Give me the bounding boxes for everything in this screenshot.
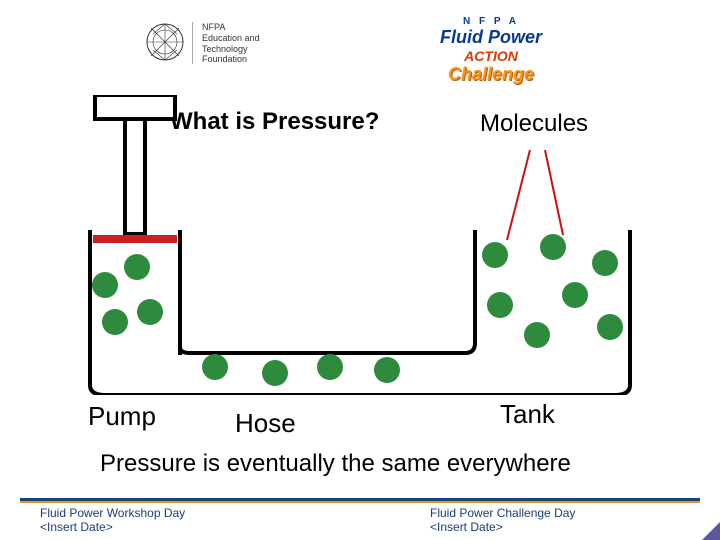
label-pump: Pump: [88, 401, 156, 432]
footer: Fluid Power Workshop Day <Insert Date> F…: [0, 498, 720, 540]
fp-logo-line: N F P A: [440, 16, 542, 27]
diagram-svg: [75, 95, 635, 395]
nfpa-line: Education and: [202, 33, 260, 44]
footer-right-l1: Fluid Power Challenge Day: [430, 506, 575, 520]
footer-right-l2: <Insert Date>: [430, 520, 575, 534]
nfpa-text: NFPA Education and Technology Foundation: [202, 22, 260, 65]
footer-left-l2: <Insert Date>: [40, 520, 185, 534]
nfpa-line: NFPA: [202, 22, 260, 33]
footer-rule-gold: [20, 501, 700, 503]
nfpa-line: Technology: [202, 44, 260, 55]
footer-left-l1: Fluid Power Workshop Day: [40, 506, 185, 520]
fp-logo-line: ACTION: [464, 48, 518, 64]
fp-logo-line: Challenge: [440, 64, 542, 85]
label-hose: Hose: [235, 408, 296, 439]
fp-logo-line: Fluid Power: [440, 27, 542, 48]
label-tank: Tank: [500, 399, 555, 430]
page-corner-icon: [702, 522, 720, 540]
nfpa-line: Foundation: [202, 54, 260, 65]
nfpa-seal-icon: [145, 22, 185, 62]
pressure-diagram: [75, 95, 635, 395]
slide-subtitle: Pressure is eventually the same everywhe…: [100, 450, 571, 478]
header-divider: [192, 22, 193, 64]
header: NFPA Education and Technology Foundation…: [0, 10, 720, 70]
footer-left: Fluid Power Workshop Day <Insert Date>: [40, 506, 185, 535]
footer-right: Fluid Power Challenge Day <Insert Date>: [430, 506, 575, 535]
fluid-power-logo: N F P A Fluid Power ACTION Challenge: [440, 16, 542, 85]
